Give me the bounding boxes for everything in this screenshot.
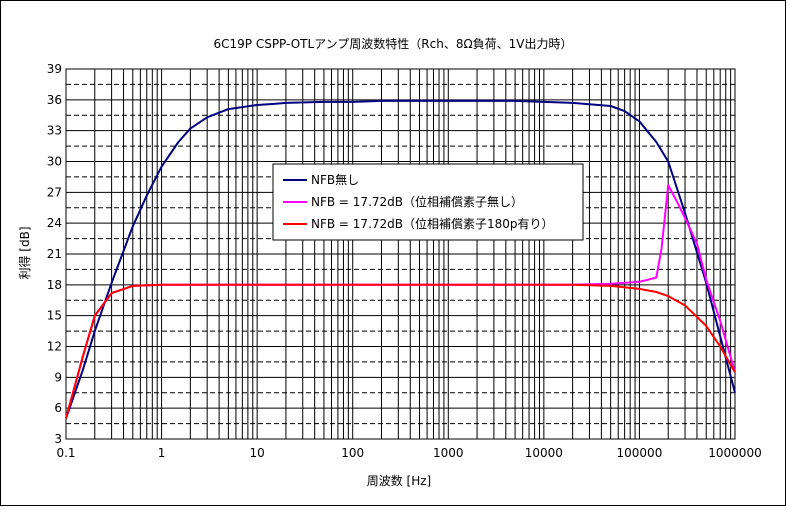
grid (65, 68, 736, 440)
y-tick-label: 12 (47, 340, 62, 354)
x-tick-label: 1000000 (708, 446, 761, 460)
y-tick-label: 9 (54, 370, 62, 384)
series-line (65, 283, 736, 419)
x-tick-label: 10 (250, 446, 265, 460)
x-axis-ticks: 0.1 1 10 100 1000 10000 100000 1000000 (56, 446, 761, 460)
x-tick-label: 100000 (617, 446, 663, 460)
y-tick-label: 24 (47, 216, 62, 230)
y-tick-label: 18 (47, 278, 62, 292)
legend: NFB無し NFB = 17.72dB（位相補償素子無し） NFB = 17.72d… (272, 163, 584, 241)
y-tick-label: 27 (47, 185, 62, 199)
legend-box (272, 163, 584, 241)
y-tick-label: 15 (47, 309, 62, 323)
series-line (65, 99, 736, 419)
y-tick-label: 3 (54, 432, 62, 446)
x-tick-label: 0.1 (56, 446, 75, 460)
x-tick-label: 100 (341, 446, 364, 460)
legend-entry: NFB無し (311, 172, 359, 187)
y-tick-label: 36 (47, 93, 62, 107)
x-axis-label: 周波数 [Hz] (367, 473, 432, 488)
x-tick-label: 1 (158, 446, 166, 460)
y-tick-label: 33 (47, 124, 62, 138)
y-tick-label: 30 (47, 155, 62, 169)
chart-title: 6C19P CSPP-OTLアンプ周波数特性（Rch、8Ω負荷、1V出力時） (213, 36, 572, 51)
x-tick-label: 1000 (433, 446, 464, 460)
y-tick-label: 21 (47, 247, 62, 261)
x-tick-label: 10000 (525, 446, 563, 460)
y-tick-label: 39 (47, 62, 62, 76)
legend-entry: NFB = 17.72dB（位相補償素子無し） (311, 194, 523, 209)
series-lines (65, 99, 736, 419)
legend-entry: NFB = 17.72dB（位相補償素子180p有り） (311, 216, 554, 231)
y-tick-label: 6 (54, 401, 62, 415)
y-axis-label: 利得 [dB] (17, 226, 32, 279)
